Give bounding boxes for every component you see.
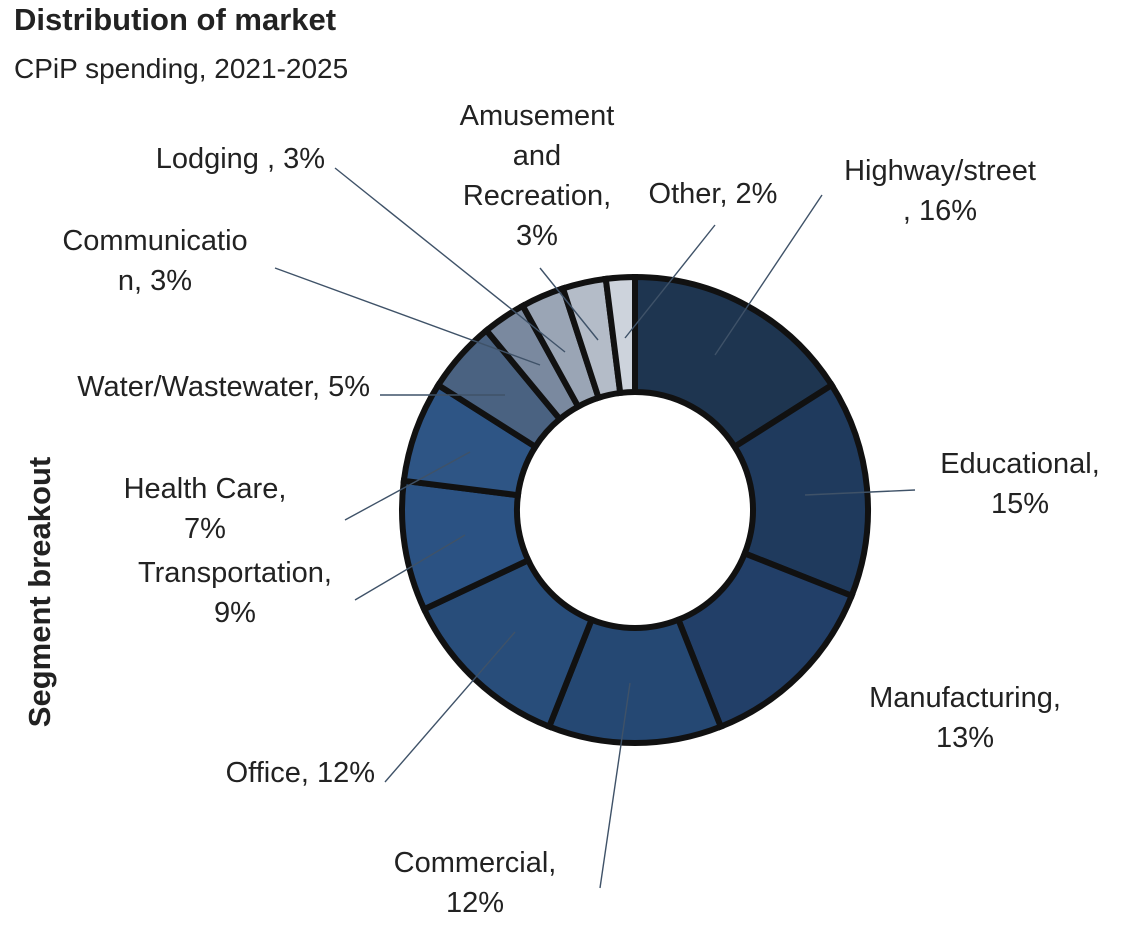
data-label: Amusement and Recreation, 3%: [460, 100, 615, 252]
leader-line: [354, 534, 466, 601]
leader-line: [384, 631, 516, 783]
chart-title: Distribution of market: [14, 2, 336, 37]
donut-segment: [602, 273, 638, 397]
data-label: Communicatio n, 3%: [62, 225, 247, 297]
leader-line: [599, 682, 631, 889]
data-label: Commercial, 12%: [394, 847, 557, 919]
data-label: Other, 2%: [649, 178, 778, 210]
donut-segment: [730, 381, 871, 600]
data-label: Health Care, 7%: [124, 473, 287, 545]
donut-segment: [632, 273, 836, 451]
leader-line: [274, 267, 541, 366]
data-label: Transportation, 9%: [138, 557, 332, 629]
leader-line: [804, 489, 916, 496]
leader-line: [344, 451, 471, 521]
data-label: Highway/street, 16%: [844, 155, 1036, 227]
data-label: Lodging , 3%: [156, 143, 325, 175]
leader-line: [624, 224, 716, 339]
data-label: Educational, 15%: [940, 448, 1100, 520]
leader-line: [539, 267, 599, 341]
leader-line: [714, 194, 823, 356]
leader-line: [334, 167, 566, 353]
chart-subtitle: CPiP spending, 2021-2025: [14, 53, 348, 84]
data-label: Office, 12%: [226, 757, 375, 789]
data-label: Manufacturing, 13%: [869, 682, 1061, 754]
data-label: Water/Wastewater, 5%: [77, 371, 370, 403]
y-axis-label: Segment breakout: [22, 457, 57, 727]
